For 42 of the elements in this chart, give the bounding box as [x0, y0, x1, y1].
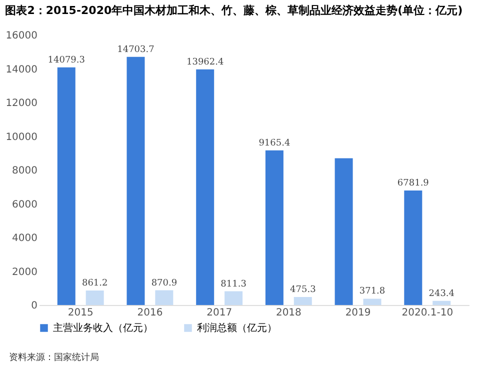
bar: [196, 69, 214, 305]
data-label: 475.3: [290, 284, 316, 295]
bar: [155, 290, 174, 305]
legend-label: 主营业务收入（亿元）: [53, 322, 153, 334]
y-tick-label: 2000: [12, 266, 38, 278]
data-label: 811.3: [220, 279, 247, 290]
data-label: 13962.4: [186, 57, 224, 68]
data-label: 243.4: [428, 288, 455, 299]
x-tick-label: 2017: [206, 308, 232, 318]
x-tick-label: 2020.1-10: [402, 308, 454, 318]
x-tick-label: 2015: [68, 308, 94, 318]
data-label: 861.2: [82, 278, 108, 288]
x-tick-label: 2016: [137, 308, 163, 318]
y-tick-label: 10000: [6, 132, 38, 143]
bar: [363, 298, 382, 305]
data-label: 14703.7: [117, 44, 155, 55]
data-label: 14079.3: [48, 55, 86, 66]
bar: [294, 296, 312, 305]
data-label: 6781.9: [397, 178, 430, 189]
y-tick-label: 6000: [12, 199, 38, 210]
text: 资料来源：国家统计局: [9, 352, 99, 363]
x-tick-label: 2019: [345, 308, 371, 318]
data-label: 9165.4: [258, 138, 290, 148]
y-tick-label: 4000: [12, 233, 38, 244]
data-label: 870.9: [151, 278, 178, 288]
y-tick-label: 8000: [12, 166, 38, 176]
bar: [265, 150, 284, 305]
bar: [432, 300, 451, 305]
bar: [334, 158, 353, 305]
bar: [126, 56, 145, 305]
y-tick-label: 12000: [6, 98, 38, 109]
x-tick-label: 2018: [276, 308, 302, 318]
chart-title: 图表2：2015-2020年中国木材加工和木、竹、藤、棕、草制品业经济效益走势(单位：亿元): [5, 4, 463, 17]
data-label: 371.8: [359, 286, 386, 297]
y-tick-label: 14000: [6, 64, 38, 76]
bar: [404, 190, 422, 305]
bar: [86, 290, 104, 305]
y-tick-label: 16000: [6, 30, 38, 42]
legend-label: 利润总额（亿元）: [197, 322, 277, 334]
y-tick-label: 0: [31, 300, 38, 312]
bar: [57, 67, 76, 305]
bar: [224, 291, 243, 305]
